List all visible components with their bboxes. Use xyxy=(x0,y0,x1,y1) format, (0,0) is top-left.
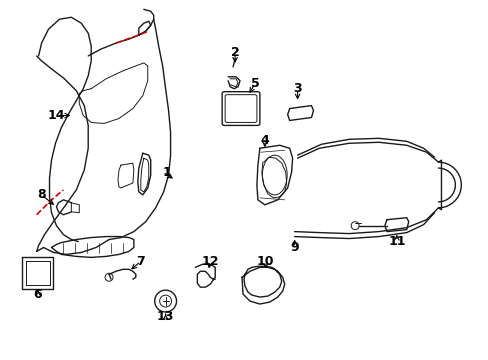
Text: 8: 8 xyxy=(37,188,46,201)
Text: 4: 4 xyxy=(260,134,269,147)
Text: 9: 9 xyxy=(290,241,298,254)
Polygon shape xyxy=(21,257,53,289)
Text: 11: 11 xyxy=(387,235,405,248)
Text: 14: 14 xyxy=(48,109,65,122)
FancyBboxPatch shape xyxy=(222,92,259,125)
Polygon shape xyxy=(384,218,408,231)
Text: 12: 12 xyxy=(201,255,219,268)
Text: 1: 1 xyxy=(163,166,171,179)
Polygon shape xyxy=(26,261,49,285)
Polygon shape xyxy=(71,203,79,213)
Polygon shape xyxy=(287,105,313,121)
FancyBboxPatch shape xyxy=(224,95,256,122)
Text: 3: 3 xyxy=(293,82,301,95)
Polygon shape xyxy=(118,163,134,188)
Text: 13: 13 xyxy=(157,310,174,323)
Text: 7: 7 xyxy=(136,255,145,268)
Polygon shape xyxy=(139,21,150,35)
Text: 10: 10 xyxy=(256,255,273,268)
Text: 5: 5 xyxy=(250,77,259,90)
Text: 6: 6 xyxy=(33,288,42,301)
Text: 2: 2 xyxy=(230,46,239,59)
